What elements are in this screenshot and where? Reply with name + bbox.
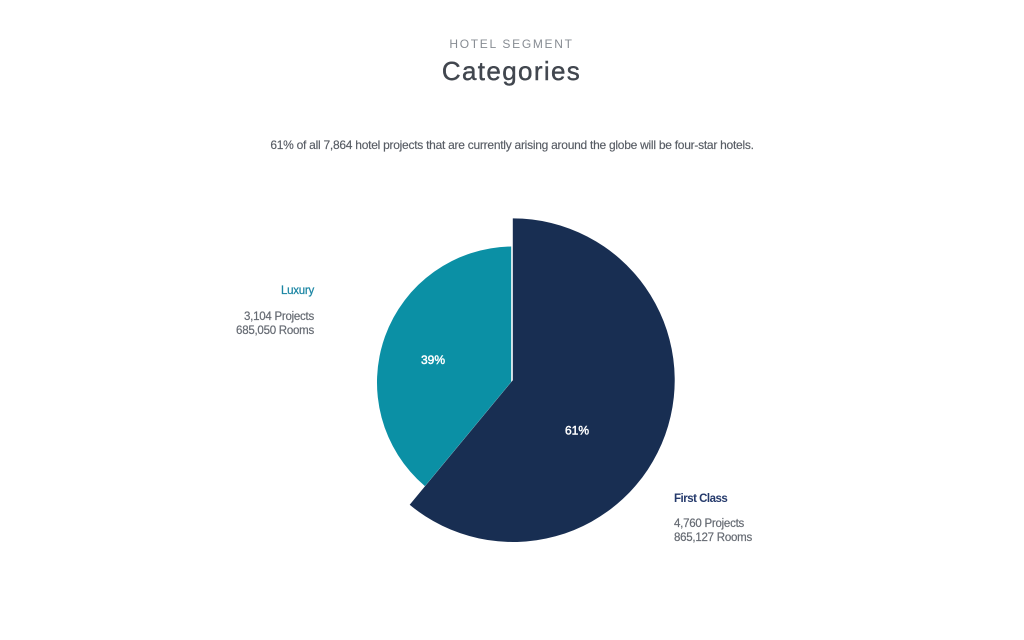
- svg-text:61%: 61%: [565, 424, 589, 438]
- svg-text:39%: 39%: [421, 353, 445, 367]
